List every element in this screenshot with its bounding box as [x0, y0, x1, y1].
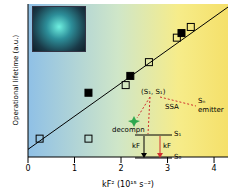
html-text:emitter: emitter: [198, 106, 224, 114]
html-text:(S₁, S₁): (S₁, S₁): [141, 88, 166, 96]
svg-text:3: 3: [165, 164, 170, 173]
svg-text:kF² (10¹⁵ s⁻²): kF² (10¹⁵ s⁻²): [102, 180, 154, 189]
svg-text:1: 1: [72, 164, 77, 173]
html-text:Sₙ: Sₙ: [198, 97, 206, 105]
svg-text:0: 0: [25, 164, 30, 173]
svg-text:Operational lifetime (a.u.): Operational lifetime (a.u.): [12, 35, 20, 126]
html-text:S₁: S₁: [174, 130, 182, 138]
html-text:kF: kF: [132, 142, 141, 150]
html-text:kF: kF: [163, 142, 172, 150]
html-text:S₀: S₀: [174, 153, 182, 161]
svg-text:4: 4: [211, 164, 216, 173]
html-text:SSA: SSA: [165, 103, 179, 111]
html-text:decompn: decompn: [112, 126, 145, 134]
svg-text:2: 2: [118, 164, 123, 173]
